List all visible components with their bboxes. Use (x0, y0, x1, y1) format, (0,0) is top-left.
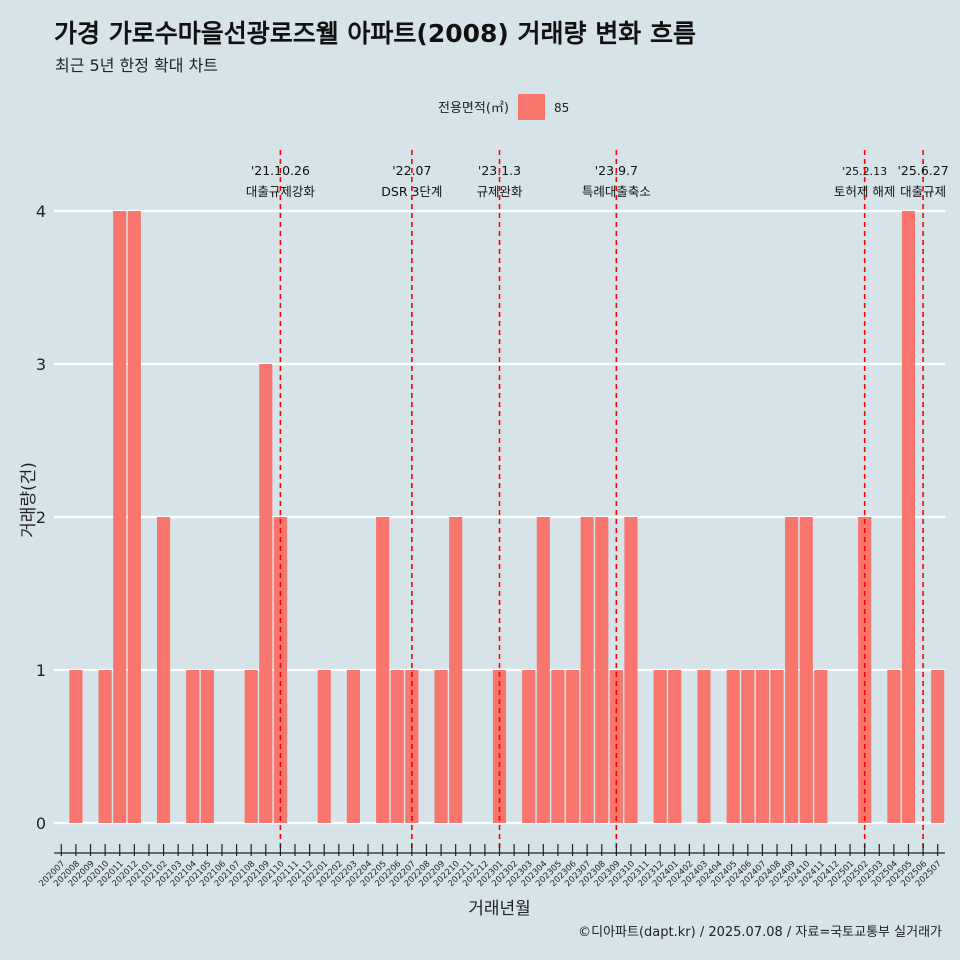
event-name-label: 규제완화 (476, 184, 523, 199)
bar (186, 670, 200, 823)
y-tick-label: 3 (36, 355, 46, 374)
event-name-label: DSR 3단계 (381, 184, 442, 199)
event-date-label: '25.2.13 (842, 165, 887, 178)
y-tick-label: 2 (36, 508, 46, 527)
bar (726, 670, 740, 823)
event-date-label: '23.1.3 (478, 163, 521, 178)
bar (259, 364, 273, 823)
bar (69, 670, 83, 823)
bar (156, 517, 171, 823)
bar (697, 670, 711, 823)
event-lines: '21.10.26 대출규제강화 '22.07 DSR 3단계 '23.1.3 규제완화 '… (246, 150, 949, 853)
event-date-label: '22.07 (392, 163, 431, 178)
bar (653, 670, 667, 823)
bar (346, 670, 361, 823)
bar (127, 211, 141, 823)
bar (551, 670, 565, 823)
bar (449, 517, 463, 823)
bar (522, 670, 536, 823)
x-axis-title: 거래년월 (468, 899, 531, 919)
event-date-label: '21.10.26 (251, 163, 310, 178)
event-name-label: 특례대출축소 (582, 184, 651, 199)
bar (741, 670, 755, 823)
legend-swatch (518, 94, 545, 120)
y-tick-label: 0 (36, 814, 46, 833)
bar (931, 670, 945, 823)
y-tick-label: 4 (36, 202, 46, 221)
bar (770, 670, 784, 823)
bar (113, 211, 127, 823)
event-name-label: 대출규제 (900, 184, 946, 199)
bar (595, 517, 609, 823)
source-caption: ©디아파트(dapt.kr) / 2025.07.08 / 자료=국토교통부 실… (578, 925, 942, 940)
bar (755, 670, 769, 823)
bar (273, 517, 287, 823)
legend: 전용면적(㎡) 85 (438, 94, 569, 120)
bar (901, 211, 916, 823)
bars (69, 211, 945, 823)
event-date-label: '23.9.7 (595, 163, 638, 178)
event-name-label: 대출규제강화 (246, 184, 316, 199)
bar (785, 517, 799, 823)
bar (565, 670, 580, 823)
bar (390, 670, 404, 823)
bar (814, 670, 828, 823)
bar (536, 517, 550, 823)
bar (376, 517, 390, 823)
bar (580, 517, 594, 823)
chart-title: 가경 가로수마을선광로즈웰 아파트(2008) 거래량 변화 흐름 (54, 19, 696, 48)
y-axis-title: 거래량(건) (19, 462, 39, 538)
bar (624, 517, 638, 823)
bar (317, 670, 331, 823)
bar (98, 670, 112, 823)
legend-title: 전용면적(㎡) (438, 101, 509, 116)
bar (887, 670, 901, 823)
bar (799, 517, 813, 823)
bar (858, 517, 872, 823)
bar (244, 670, 258, 823)
y-tick-label: 1 (36, 661, 46, 680)
legend-label: 85 (554, 101, 569, 115)
chart-subtitle: 최근 5년 한정 확대 차트 (55, 56, 219, 75)
event-date-label: '25.6.27 (898, 163, 949, 178)
bar (200, 670, 214, 823)
event-name-label: 토허제 해제 (834, 184, 895, 199)
bar (668, 670, 682, 823)
bar (434, 670, 448, 823)
